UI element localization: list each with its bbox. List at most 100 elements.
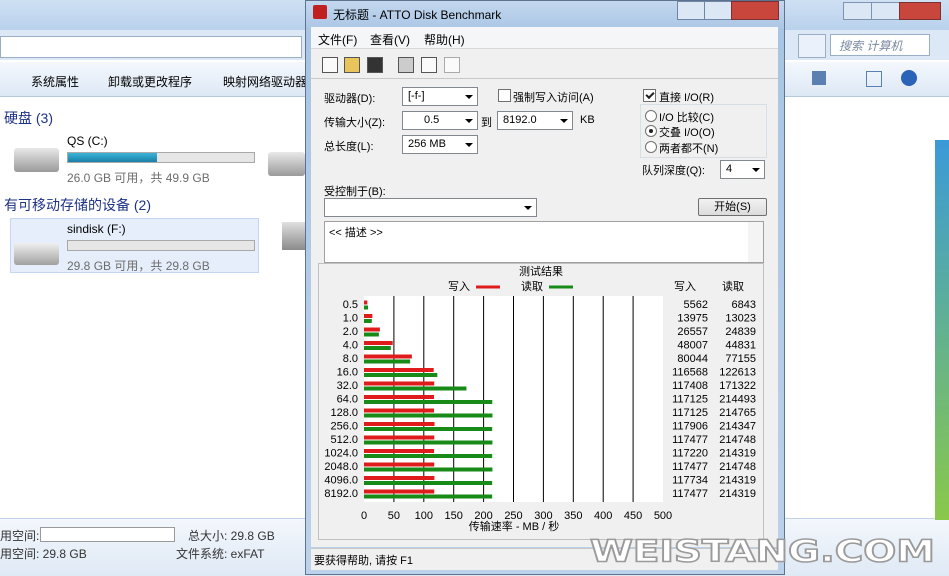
menu-item[interactable]: 查看(V) <box>370 33 410 47</box>
radio[interactable] <box>645 141 657 153</box>
maximize-button[interactable] <box>704 1 732 20</box>
checkbox[interactable] <box>498 89 511 102</box>
value-label: 117477 <box>672 461 708 473</box>
x-tick-label: 100 <box>415 510 433 522</box>
label: 到 <box>481 117 492 129</box>
address-bar[interactable] <box>0 36 302 58</box>
value-label: 214347 <box>719 420 756 432</box>
bar <box>364 481 493 485</box>
save-icon[interactable] <box>367 57 383 73</box>
bar <box>364 435 435 440</box>
value: [-f-] <box>408 90 425 102</box>
maximize-button[interactable] <box>871 2 901 20</box>
detail-bar <box>40 527 175 542</box>
transfer-to[interactable]: 8192.0 <box>497 111 573 130</box>
start-button[interactable]: 开始(S) <box>698 198 767 216</box>
move-icon[interactable] <box>444 57 460 73</box>
search-box[interactable]: 搜索 计算机 <box>830 34 930 56</box>
value-label: 77155 <box>725 353 756 365</box>
value-label: 117477 <box>672 434 708 446</box>
x-tick-label: 200 <box>474 510 492 522</box>
bar <box>364 395 435 399</box>
y-tick-label: 32.0 <box>337 380 358 392</box>
menu-item[interactable]: 文件(F) <box>318 33 358 47</box>
x-tick-label: 250 <box>504 510 522 522</box>
drive-name[interactable]: QS (C:) <box>67 134 108 148</box>
radio-selected[interactable] <box>645 125 657 137</box>
view-icon[interactable] <box>812 71 826 85</box>
print-icon[interactable] <box>398 57 414 73</box>
label: 驱动器(D): <box>324 93 376 105</box>
length-select[interactable]: 256 MB <box>402 135 478 154</box>
bar <box>364 319 372 323</box>
new-icon[interactable] <box>322 57 338 73</box>
drive-icon <box>268 152 305 176</box>
value: 256 MB <box>408 138 446 150</box>
checkbox-checked[interactable] <box>643 89 656 102</box>
group-title[interactable]: 有可移动存储的设备 (2) <box>4 197 151 213</box>
drive-space: 29.8 GB 可用，共 29.8 GB <box>67 259 210 273</box>
x-tick-label: 400 <box>594 510 612 522</box>
group-title[interactable]: 硬盘 (3) <box>4 110 53 126</box>
transfer-from[interactable]: 0.5 <box>402 111 478 130</box>
y-tick-label: 4096.0 <box>324 474 358 486</box>
value-label: 117125 <box>672 407 708 419</box>
x-axis-label: 传输速率 - MB / 秒 <box>469 519 559 533</box>
legend-label: 读取 <box>521 279 543 293</box>
minimize-button[interactable] <box>843 2 873 20</box>
minimize-button[interactable] <box>677 1 705 20</box>
x-tick-label: 300 <box>534 510 552 522</box>
description-box[interactable] <box>324 221 764 263</box>
value-label: 26557 <box>677 326 708 338</box>
controlled-select[interactable] <box>324 198 537 217</box>
value-label: 214765 <box>719 407 756 419</box>
queue-select[interactable]: 4 <box>720 160 765 179</box>
label: 交叠 I/O(O) <box>659 127 715 139</box>
toolbar-item[interactable]: 系统属性 <box>31 75 80 89</box>
pane-icon[interactable] <box>866 71 882 87</box>
value: 4 <box>726 163 733 175</box>
value-label: 117220 <box>672 447 708 459</box>
bar <box>364 368 434 372</box>
drive-name[interactable]: sindisk (F:) <box>67 222 126 236</box>
value-label: 48007 <box>677 339 708 351</box>
close-button[interactable] <box>899 2 941 20</box>
context-help-icon[interactable] <box>490 57 504 71</box>
label: I/O 比较(C) <box>659 112 714 124</box>
description: << 描述 >> <box>329 227 383 239</box>
toolbar-item[interactable]: 映射网络驱动器 <box>223 75 308 89</box>
label: 受控制于(B): <box>324 186 386 198</box>
drive-icon <box>14 243 59 265</box>
legend-label: 写入 <box>448 281 470 293</box>
status-text: 要获得帮助, 请按 F1 <box>314 555 414 567</box>
close-button[interactable] <box>731 1 779 20</box>
value-label: 122613 <box>719 366 756 378</box>
help-icon[interactable] <box>901 70 917 86</box>
menu-item[interactable]: 帮助(H) <box>424 33 465 47</box>
bar <box>364 386 467 391</box>
value-label: 214748 <box>719 434 756 446</box>
preview-icon[interactable] <box>421 57 437 73</box>
radio[interactable] <box>645 110 657 122</box>
value-label: 214319 <box>719 488 756 500</box>
value-label: 214748 <box>719 461 756 473</box>
bar <box>364 314 373 318</box>
check-mark <box>645 89 655 100</box>
label: 总长度(L): <box>324 141 374 153</box>
label: 传输大小(Z): <box>324 117 386 129</box>
help-icon[interactable] <box>468 57 482 71</box>
bar <box>364 300 368 305</box>
open-icon[interactable] <box>344 57 360 73</box>
drive-select[interactable]: [-f-] <box>402 87 478 106</box>
x-tick-label: 450 <box>624 510 642 522</box>
toolbar-item[interactable]: 卸载或更改程序 <box>108 75 193 89</box>
value-label: 13023 <box>725 312 756 324</box>
refresh-button[interactable] <box>798 34 826 58</box>
y-tick-label: 512.0 <box>330 434 358 446</box>
label: KB <box>580 114 595 126</box>
scrollbar[interactable] <box>748 222 763 262</box>
app-icon <box>313 5 327 19</box>
x-tick-label: 350 <box>564 510 582 522</box>
wallpaper-edge <box>935 140 949 520</box>
